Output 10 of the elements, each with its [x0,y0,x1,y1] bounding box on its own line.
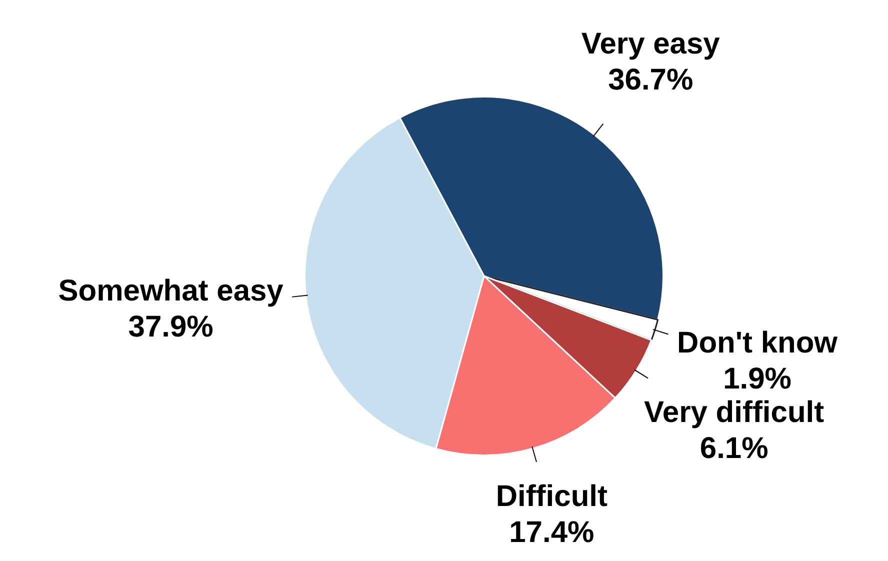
data-label: 37.9% [128,310,214,344]
slice-label: Don't know [677,326,838,360]
data-label: 17.4% [509,516,594,549]
slice-label: Very easy [581,27,720,60]
slice-label: Somewhat easy [58,274,284,308]
slice-label: Difficult [496,480,608,513]
data-label: 1.9% [723,362,792,396]
slice-label: Very difficult [644,396,824,430]
data-label: 6.1% [700,432,768,466]
data-label: 36.7% [608,63,694,96]
